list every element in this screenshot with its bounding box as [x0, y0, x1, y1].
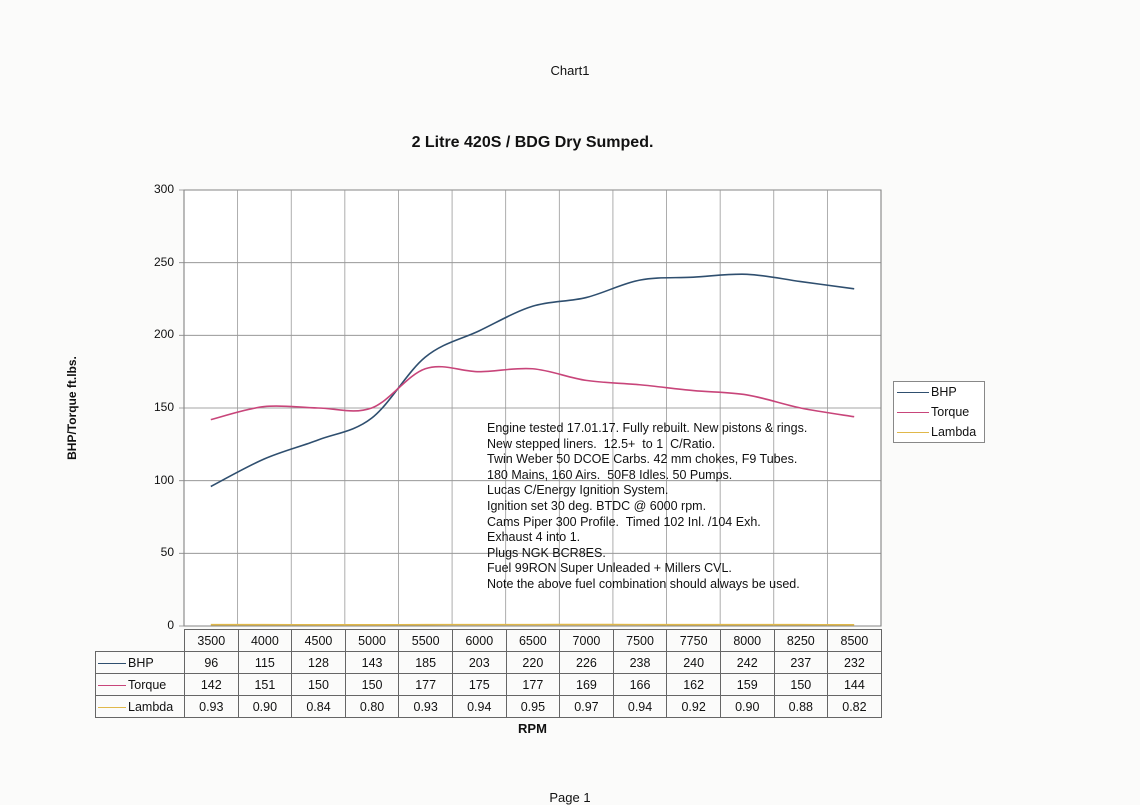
table-cell: 220	[506, 652, 560, 674]
table-cell: 159	[720, 674, 774, 696]
table-cell: 185	[399, 652, 453, 674]
row-label: BHP	[96, 652, 185, 674]
table-cell: 0.93	[185, 696, 239, 718]
table-cell: 175	[452, 674, 506, 696]
table-cell: 0.93	[399, 696, 453, 718]
annotation-line: Engine tested 17.01.17. Fully rebuilt. N…	[487, 421, 807, 437]
x-tick-label: 5000	[345, 630, 399, 652]
table-cell: 0.88	[774, 696, 828, 718]
y-tick-label: 300	[134, 182, 174, 196]
x-tick-label: 4500	[292, 630, 346, 652]
table-cell: 169	[560, 674, 614, 696]
page-footer: Page 1	[0, 790, 1140, 805]
table-cell: 177	[506, 674, 560, 696]
legend-label: Torque	[931, 405, 969, 419]
table-cell: 143	[345, 652, 399, 674]
annotation-line: Twin Weber 50 DCOE Carbs. 42 mm chokes, …	[487, 452, 807, 468]
annotation-line: Exhaust 4 into 1.	[487, 530, 807, 546]
table-cell: 0.92	[667, 696, 721, 718]
table-cell: 96	[185, 652, 239, 674]
x-tick-label: 8500	[828, 630, 882, 652]
table-cell: 203	[452, 652, 506, 674]
table-cell: 237	[774, 652, 828, 674]
x-axis-label: RPM	[184, 721, 881, 736]
annotation-line: Ignition set 30 deg. BTDC @ 6000 rpm.	[487, 499, 807, 515]
legend-key	[98, 707, 126, 708]
annotation-line: Lucas C/Energy Ignition System.	[487, 483, 807, 499]
table-cell: 144	[828, 674, 882, 696]
annotation-line: 180 Mains, 160 Airs. 50F8 Idles. 50 Pump…	[487, 468, 807, 484]
annotation-text: Engine tested 17.01.17. Fully rebuilt. N…	[487, 421, 807, 593]
annotation-line: Fuel 99RON Super Unleaded + Millers CVL.	[487, 561, 807, 577]
table-cell: 0.94	[452, 696, 506, 718]
x-tick-label: 4000	[238, 630, 292, 652]
row-label: Lambda	[96, 696, 185, 718]
legend-item-torque: Torque	[894, 402, 984, 422]
table-cell: 128	[292, 652, 346, 674]
table-cell: 162	[667, 674, 721, 696]
legend-item-bhp: BHP	[894, 382, 984, 402]
x-tick-label: 6000	[452, 630, 506, 652]
x-tick-label: 6500	[506, 630, 560, 652]
x-tick-label: 7000	[560, 630, 614, 652]
legend: BHP Torque Lambda	[893, 381, 985, 443]
legend-swatch	[897, 392, 929, 393]
table-cell: 0.95	[506, 696, 560, 718]
table-cell: 166	[613, 674, 667, 696]
table-cell: 232	[828, 652, 882, 674]
series-name: Lambda	[128, 700, 173, 714]
table-cell: 0.80	[345, 696, 399, 718]
annotation-line: Cams Piper 300 Profile. Timed 102 Inl. /…	[487, 515, 807, 531]
table-cell: 238	[613, 652, 667, 674]
legend-swatch	[897, 432, 929, 433]
legend-key	[98, 663, 126, 664]
table-cell: 142	[185, 674, 239, 696]
annotation-line: New stepped liners. 12.5+ to 1 C/Ratio.	[487, 437, 807, 453]
table-cell: 151	[238, 674, 292, 696]
legend-swatch	[897, 412, 929, 413]
x-tick-label: 8000	[720, 630, 774, 652]
table-cell: 0.97	[560, 696, 614, 718]
table-cell: 150	[774, 674, 828, 696]
series-name: Torque	[128, 678, 166, 692]
x-tick-label: 7750	[667, 630, 721, 652]
table-cell: 0.84	[292, 696, 346, 718]
table-cell: 226	[560, 652, 614, 674]
table-cell: 115	[238, 652, 292, 674]
x-tick-label: 7500	[613, 630, 667, 652]
row-label: Torque	[96, 674, 185, 696]
table-cell: 150	[292, 674, 346, 696]
table-cell: 0.90	[720, 696, 774, 718]
annotation-line: Note the above fuel combination should a…	[487, 577, 807, 593]
y-tick-label: 100	[134, 473, 174, 487]
series-name: BHP	[128, 656, 154, 670]
table-cell: 240	[667, 652, 721, 674]
legend-label: BHP	[931, 385, 957, 399]
table-cell: 242	[720, 652, 774, 674]
x-tick-label: 8250	[774, 630, 828, 652]
legend-label: Lambda	[931, 425, 976, 439]
x-tick-label: 3500	[185, 630, 239, 652]
y-tick-label: 200	[134, 327, 174, 341]
annotation-line: Plugs NGK BCR8ES.	[487, 546, 807, 562]
y-tick-label: 150	[134, 400, 174, 414]
y-tick-label: 50	[134, 545, 174, 559]
table-cell: 0.90	[238, 696, 292, 718]
table-cell: 0.94	[613, 696, 667, 718]
y-tick-label: 250	[134, 255, 174, 269]
table-cell: 0.82	[828, 696, 882, 718]
table-corner	[96, 630, 185, 652]
x-tick-label: 5500	[399, 630, 453, 652]
legend-item-lambda: Lambda	[894, 422, 984, 442]
table-cell: 150	[345, 674, 399, 696]
legend-key	[98, 685, 126, 686]
table-cell: 177	[399, 674, 453, 696]
